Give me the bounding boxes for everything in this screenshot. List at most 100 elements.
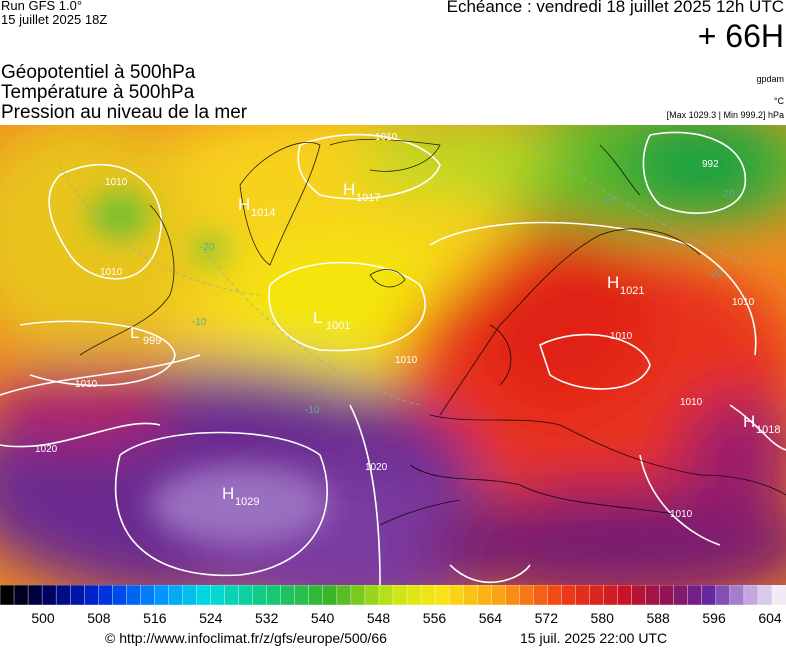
- colorbar-swatch: [406, 585, 422, 606]
- colorbar-swatch: [771, 585, 786, 606]
- isobar-label: 1010: [375, 132, 398, 143]
- center-value: 1021: [620, 285, 644, 297]
- run-date: 15 juillet 2025 18Z: [1, 12, 108, 27]
- colorbar-swatch: [238, 585, 254, 606]
- center-value: 1029: [235, 496, 259, 508]
- colorbar-swatch: [294, 585, 310, 606]
- colorbar-swatch: [98, 585, 113, 606]
- center-value: 1018: [756, 424, 780, 436]
- title: Température à 500hPa: [1, 82, 195, 103]
- isobar-label: 1010: [100, 267, 123, 278]
- colorbar-swatch: [505, 585, 521, 606]
- center-letter: H: [238, 195, 250, 214]
- colorbar-label: 556: [423, 610, 447, 625]
- coastlines: [79, 138, 786, 526]
- isobar-label: 1020: [365, 462, 388, 473]
- temperature-label: -10: [305, 405, 320, 416]
- colorbar-swatch: [84, 585, 99, 606]
- colorbar-swatch: [462, 585, 478, 606]
- colorbar-swatch: [350, 585, 366, 606]
- colorbar-swatch: [420, 585, 436, 606]
- colorbar-swatch: [645, 585, 661, 606]
- center-value: 999: [143, 335, 161, 347]
- colorbar-swatch: [589, 585, 605, 606]
- field: [0, 125, 786, 585]
- temperature-label: -20: [600, 195, 615, 206]
- colorbar-swatch: [210, 585, 226, 606]
- title: Pression au niveau de la mer: [1, 102, 248, 123]
- colorbar-swatch: [729, 585, 745, 606]
- center-letter: L: [130, 323, 139, 342]
- center-letter: H: [607, 273, 619, 292]
- colorbar-label: 564: [479, 610, 503, 625]
- colorbar-swatch: [182, 585, 198, 606]
- isobar-label: 1010: [680, 397, 703, 408]
- colorbar-swatch: [112, 585, 128, 606]
- colorbar-swatch: [69, 585, 85, 606]
- colorbar-label: 604: [758, 610, 782, 625]
- colorbar-swatch: [491, 585, 506, 606]
- colorbar-swatch: [308, 585, 324, 606]
- colorbar-swatch: [196, 585, 212, 606]
- colorbar-swatch: [252, 585, 268, 606]
- colorbar-label: 500: [31, 610, 55, 625]
- center-letter: H: [343, 180, 355, 199]
- temperature-label: -10: [192, 317, 207, 328]
- colorbar-swatch: [631, 585, 647, 606]
- colorbar-label: 540: [311, 610, 335, 625]
- center-letter: H: [743, 412, 755, 431]
- colorbar-label: 548: [367, 610, 391, 625]
- colorbar-label: 532: [255, 610, 279, 625]
- colorbar-swatch: [126, 585, 142, 606]
- colorbar-swatch: [224, 585, 240, 606]
- lead-time: + 66H: [697, 18, 784, 54]
- temperature-label: -20: [200, 242, 215, 253]
- isobar-label: 1020: [35, 444, 58, 455]
- title: Géopotentiel à 500hPa: [1, 62, 196, 83]
- colorbar-swatch: [547, 585, 563, 606]
- colorbar-swatch: [55, 585, 71, 606]
- colorbar-swatch: [434, 585, 450, 606]
- colorbar-label: 516: [143, 610, 167, 625]
- colorbar-swatch: [477, 585, 492, 606]
- colorbar-swatch: [0, 585, 15, 606]
- colorbar-swatch: [378, 585, 394, 606]
- colorbar-label: 580: [591, 610, 615, 625]
- isobar-label: 1010: [395, 355, 418, 366]
- isobar-label: 1010: [105, 177, 128, 188]
- generated-time: 15 juil. 2025 22:00 UTC: [520, 630, 668, 646]
- colorbar-swatch: [533, 585, 549, 606]
- unit: [Max 1029.3 | Min 999.2] hPa: [666, 110, 784, 120]
- colorbar-swatch: [336, 585, 352, 606]
- colorbar-swatch: [701, 585, 717, 606]
- colorbar-label: 524: [199, 610, 223, 625]
- center-value: 1014: [251, 207, 275, 219]
- colorbar-swatch: [266, 585, 282, 606]
- colorbar-swatch: [41, 585, 57, 606]
- colorbar-swatch: [561, 585, 577, 606]
- colorbar-swatch: [617, 585, 633, 606]
- colorbar: 500 508 516 524 532 540 548 556 564 572 580 588 596 6…: [0, 585, 786, 625]
- colorbar-swatch: [364, 585, 380, 606]
- isobar-label: 1010: [732, 297, 755, 308]
- colorbar-swatch: [154, 585, 170, 606]
- colorbar-label: 508: [87, 610, 111, 625]
- colorbar-label: 596: [702, 610, 726, 625]
- colorbar-swatch: [140, 585, 156, 606]
- colorbar-swatch: [603, 585, 619, 606]
- colorbar-swatch: [687, 585, 703, 606]
- isobars: [0, 131, 786, 585]
- isobar-label: 1010: [75, 379, 98, 390]
- isobar-label: 992: [702, 159, 719, 170]
- source-url: © http://www.infoclimat.fr/z/gfs/europe/…: [105, 630, 387, 646]
- colorbar-label: 588: [646, 610, 670, 625]
- colorbar-swatch: [392, 585, 408, 606]
- colorbar-swatch: [715, 585, 731, 606]
- isobar-label: 1010: [670, 509, 693, 520]
- colorbar-swatch: [575, 585, 591, 606]
- center-letter: H: [222, 484, 234, 503]
- colorbar-swatch: [27, 585, 43, 606]
- center-letter: L: [313, 308, 322, 327]
